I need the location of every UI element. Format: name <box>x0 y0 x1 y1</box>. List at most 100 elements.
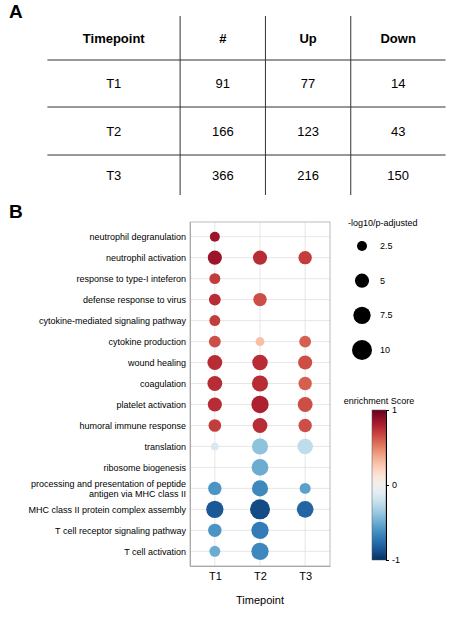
tick: T cell activation <box>124 547 190 557</box>
tick: cytokine-mediated signaling pathway <box>39 316 190 326</box>
legend-title: -log10/p-adjusted <box>348 218 418 228</box>
tick-label-line: coagulation <box>140 379 186 389</box>
tick-label: cytokine-mediated signaling pathway <box>39 316 187 326</box>
tick: neutrophil activation <box>106 253 190 263</box>
axis-line <box>191 566 331 567</box>
bubble <box>207 355 222 370</box>
colorbar-axis: -1 0 1 <box>386 405 400 565</box>
tick-label-line: translation <box>144 442 186 452</box>
tick-label-line: platelet activation <box>116 400 186 410</box>
tick-label: coagulation <box>140 379 186 389</box>
bubble <box>298 397 313 412</box>
tick: T3 <box>299 566 312 582</box>
bubble <box>252 355 267 370</box>
tick: 0 <box>386 480 397 490</box>
table-cell: 150 <box>387 168 409 183</box>
bubble <box>253 418 268 433</box>
tick-label: T cell activation <box>124 547 186 557</box>
bubble <box>209 546 220 557</box>
tick-label-line: MHC class II protein complex assembly <box>28 505 186 515</box>
tick-label-line: antigen via MHC class II <box>89 489 186 499</box>
tick-label-line: humoral immune response <box>79 421 186 431</box>
bubble <box>256 337 265 346</box>
colorbar: enrichment Score -1 0 1 <box>344 396 415 565</box>
table-rule <box>47 59 445 60</box>
colorbar-ramp <box>372 410 386 560</box>
panel-label: A <box>9 1 23 22</box>
bubble <box>208 482 221 495</box>
axis-line <box>387 411 390 561</box>
legend-label: 2.5 <box>380 241 393 251</box>
tick-label: platelet activation <box>116 400 186 410</box>
table-cell: 366 <box>212 168 234 183</box>
tick: MHC class II protein complex assembly <box>28 505 190 515</box>
axis-line <box>190 223 191 567</box>
table-cell: 91 <box>216 76 230 91</box>
tick: translation <box>144 442 190 452</box>
table-rule <box>47 106 445 107</box>
table-header: Timepoint <box>83 31 146 46</box>
table-cell: T1 <box>106 76 121 91</box>
bubble <box>207 376 222 391</box>
tick-label: defense response to virus <box>83 295 187 305</box>
tick-label: neutrophil activation <box>106 253 186 263</box>
tick: coagulation <box>140 379 190 389</box>
tick-label: T cell receptor signaling pathway <box>55 526 186 536</box>
tick-label-line: neutrophil degranulation <box>89 232 186 242</box>
tick: neutrophil degranulation <box>89 232 190 242</box>
tick: processing and presentation of peptidean… <box>31 479 190 499</box>
size-legend: -log10/p-adjusted2.557.510 <box>348 218 418 360</box>
bubble <box>209 273 220 284</box>
tick-label: response to type-I inteferon <box>76 274 186 284</box>
bubble <box>252 480 268 496</box>
tick-label-line: cytokine-mediated signaling pathway <box>39 316 187 326</box>
bubble <box>253 293 266 306</box>
bubble <box>208 251 222 265</box>
table-cell: 43 <box>391 124 405 139</box>
legend-label: 7.5 <box>380 310 393 320</box>
bubble <box>252 459 269 476</box>
bubble <box>252 438 268 454</box>
bubble <box>208 524 221 537</box>
bubble <box>299 336 311 348</box>
tick-label-line: processing and presentation of peptide <box>31 479 186 489</box>
table-cell: 77 <box>301 76 315 91</box>
x-axis: T1T2T3 <box>191 566 331 582</box>
table-rule <box>350 16 351 195</box>
bubble <box>298 251 311 264</box>
table-cell: 216 <box>297 168 319 183</box>
tick-label-line: response to type-I inteferon <box>76 274 186 284</box>
table-cell: T2 <box>106 124 121 139</box>
bubble <box>209 294 221 306</box>
tick: response to type-I inteferon <box>76 274 190 284</box>
colorbar-title: enrichment Score <box>344 396 415 406</box>
table-header: Down <box>380 31 415 46</box>
bubble <box>252 375 268 391</box>
tick-label-line: T cell activation <box>124 547 186 557</box>
tick-label: wound healing <box>127 358 186 368</box>
tick: humoral immune response <box>79 421 190 431</box>
tick-label: 0 <box>392 480 397 490</box>
bubble <box>297 501 314 518</box>
table: ATimepoint#UpDownT1917714T216612343T3366… <box>9 1 446 195</box>
tick-label: translation <box>144 442 186 452</box>
table-header: Up <box>299 31 316 46</box>
tick-label-line: cytokine production <box>108 337 186 347</box>
axis-title: Timepoint <box>236 594 284 606</box>
table-cell: 166 <box>212 124 234 139</box>
tick-mark <box>386 485 389 486</box>
table-rule <box>180 16 181 195</box>
tick-label: T1 <box>209 570 222 582</box>
tick-label: MHC class II protein complex assembly <box>28 505 186 515</box>
bubble <box>209 315 220 326</box>
tick-label-line: ribosome biogenesis <box>103 463 186 473</box>
tick: platelet activation <box>116 400 190 410</box>
tick-label-line: defense response to virus <box>83 295 187 305</box>
tick-label-line: wound healing <box>127 358 186 368</box>
tick-label: -1 <box>392 555 400 565</box>
legend-bubble <box>355 274 369 288</box>
tick-label: 1 <box>392 405 397 415</box>
tick-label: T3 <box>299 570 312 582</box>
tick-label-line: neutrophil activation <box>106 253 186 263</box>
bubble <box>298 377 311 390</box>
